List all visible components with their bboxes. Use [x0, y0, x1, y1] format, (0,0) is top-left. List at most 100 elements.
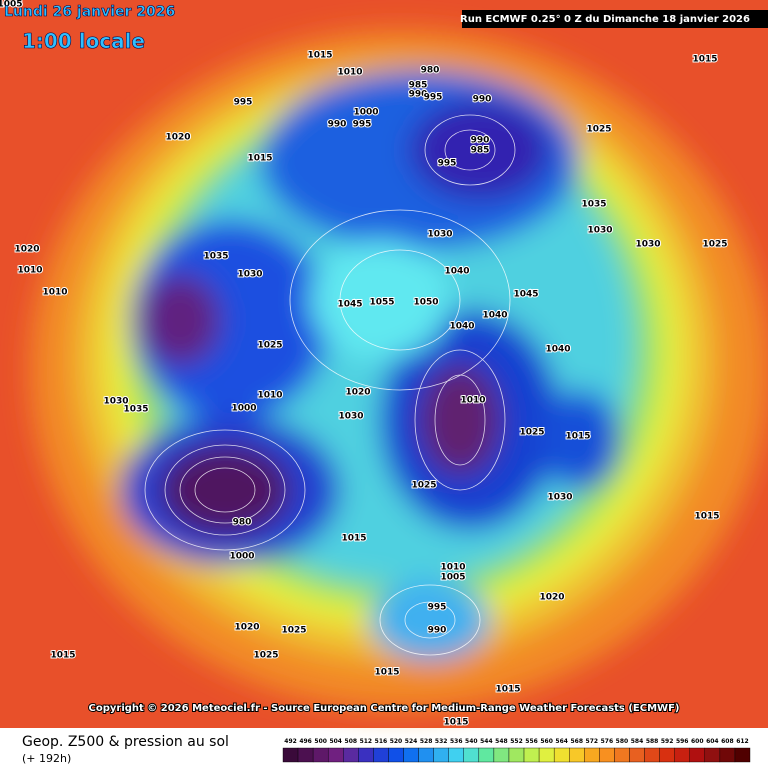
- scale-label: 556: [525, 738, 538, 745]
- scale-label: 564: [555, 738, 568, 745]
- pressure-label: 1015: [443, 718, 468, 728]
- pressure-label: 1005: [0, 0, 23, 10]
- scale-swatch: [327, 747, 344, 763]
- pressure-label: 1010: [17, 266, 42, 276]
- scale-label: 552: [510, 738, 523, 745]
- scale-swatch: [614, 747, 630, 763]
- pressure-label: 1020: [345, 388, 370, 398]
- scale-label: 504: [329, 738, 342, 745]
- scale-swatch: [659, 747, 675, 763]
- footer-lead: (+ 192h): [22, 752, 71, 765]
- pressure-label: 1040: [482, 311, 507, 321]
- pressure-label: 990: [328, 120, 347, 130]
- pressure-label: 1015: [692, 55, 717, 65]
- scale-swatch: [538, 747, 555, 763]
- scale-swatch: [448, 747, 464, 763]
- scale-label: 496: [299, 738, 312, 745]
- pressure-label: 1020: [234, 623, 259, 633]
- run: Run ECMWF 0.25° 0 Z du Dimanche 18 janvi…: [460, 14, 750, 25]
- pressure-label: 1015: [307, 51, 332, 61]
- scale-swatch: [493, 747, 510, 763]
- footer-title: Geop. Z500 & pression au sol: [22, 734, 229, 750]
- pressure-label: 1015: [495, 685, 520, 695]
- pressure-label: 1030: [547, 493, 572, 503]
- scale-label: 548: [495, 738, 508, 745]
- pressure-label: 995: [424, 93, 443, 103]
- pressure-label: 985: [471, 146, 490, 156]
- scale-swatch: [674, 747, 690, 763]
- scale-label: 512: [360, 738, 373, 745]
- scale-swatch: [297, 747, 314, 763]
- pressure-label: 1010: [460, 396, 485, 406]
- scale-label: 508: [345, 738, 358, 745]
- pressure-label: 1015: [374, 668, 399, 678]
- pressure-label: 1025: [519, 428, 544, 438]
- scale-label: 576: [601, 738, 614, 745]
- scale-swatch: [433, 747, 449, 763]
- pressure-label: 1035: [123, 405, 148, 415]
- pressure-label: 995: [428, 603, 447, 613]
- scale-label: 608: [721, 738, 734, 745]
- copyright: Copyright © 2026 Meteociel.fr - Source E…: [89, 703, 680, 714]
- pressure-label: 1030: [338, 412, 363, 422]
- scale-swatch: [599, 747, 615, 763]
- scale-label: 572: [586, 738, 599, 745]
- scale-swatch: [644, 747, 660, 763]
- scale-swatch: [312, 747, 329, 763]
- scale-label: 532: [435, 738, 448, 745]
- scale-swatch: [418, 747, 434, 763]
- pressure-label: 1050: [413, 298, 438, 308]
- pressure-label: 1000: [229, 552, 254, 562]
- pressure-label: 1040: [444, 267, 469, 277]
- pressure-label: 1025: [586, 125, 611, 135]
- pressure-label: 1045: [337, 300, 362, 310]
- time: 1:00 locale: [22, 29, 145, 53]
- pressure-label: 1025: [702, 240, 727, 250]
- date: Lundi 26 janvier 2026: [4, 4, 175, 20]
- pressure-label: 990: [473, 95, 492, 105]
- pressure-label: 1000: [353, 108, 378, 118]
- pressure-label: 990: [428, 626, 447, 636]
- scale-swatch: [358, 747, 374, 763]
- scale-swatch: [569, 747, 585, 763]
- pressure-label: 1030: [427, 230, 452, 240]
- scale-label: 568: [570, 738, 583, 745]
- pressure-label: 995: [353, 120, 372, 130]
- pressure-label: 1025: [253, 651, 278, 661]
- field: [30, 30, 768, 710]
- scale-label: 596: [676, 738, 689, 745]
- pressure-label: 1020: [165, 133, 190, 143]
- pressure-label: 1010: [257, 391, 282, 401]
- scale-swatch: [629, 747, 645, 763]
- scale-label: 560: [540, 738, 553, 745]
- pressure-label: 980: [421, 66, 440, 76]
- scale-swatch: [373, 747, 389, 763]
- pressure-label: 1040: [545, 345, 570, 355]
- scale-swatch: [734, 747, 751, 763]
- scale-swatch: [553, 747, 570, 763]
- scale-label: 540: [465, 738, 478, 745]
- scale-swatch: [508, 747, 525, 763]
- scale-swatch: [388, 747, 404, 763]
- pressure-label: 1030: [635, 240, 660, 250]
- pressure-label: 1035: [581, 200, 606, 210]
- scale-label: 500: [314, 738, 327, 745]
- pressure-label: 1030: [103, 397, 128, 407]
- scale-label: 520: [390, 738, 403, 745]
- scale-swatch: [343, 747, 359, 763]
- pressure-label: 1015: [341, 534, 366, 544]
- scale-label: 580: [616, 738, 629, 745]
- scale-label: 544: [480, 738, 493, 745]
- run-box: [462, 10, 768, 28]
- pressure-label: 995: [234, 98, 253, 108]
- pressure-label: 990: [409, 90, 428, 100]
- pressure-label: 1030: [587, 226, 612, 236]
- scale-label: 588: [646, 738, 659, 745]
- scale-swatch: [719, 747, 736, 763]
- scale-label: 612: [736, 738, 749, 745]
- pressure-label: 1035: [203, 252, 228, 262]
- pressure-label: 1020: [14, 245, 39, 255]
